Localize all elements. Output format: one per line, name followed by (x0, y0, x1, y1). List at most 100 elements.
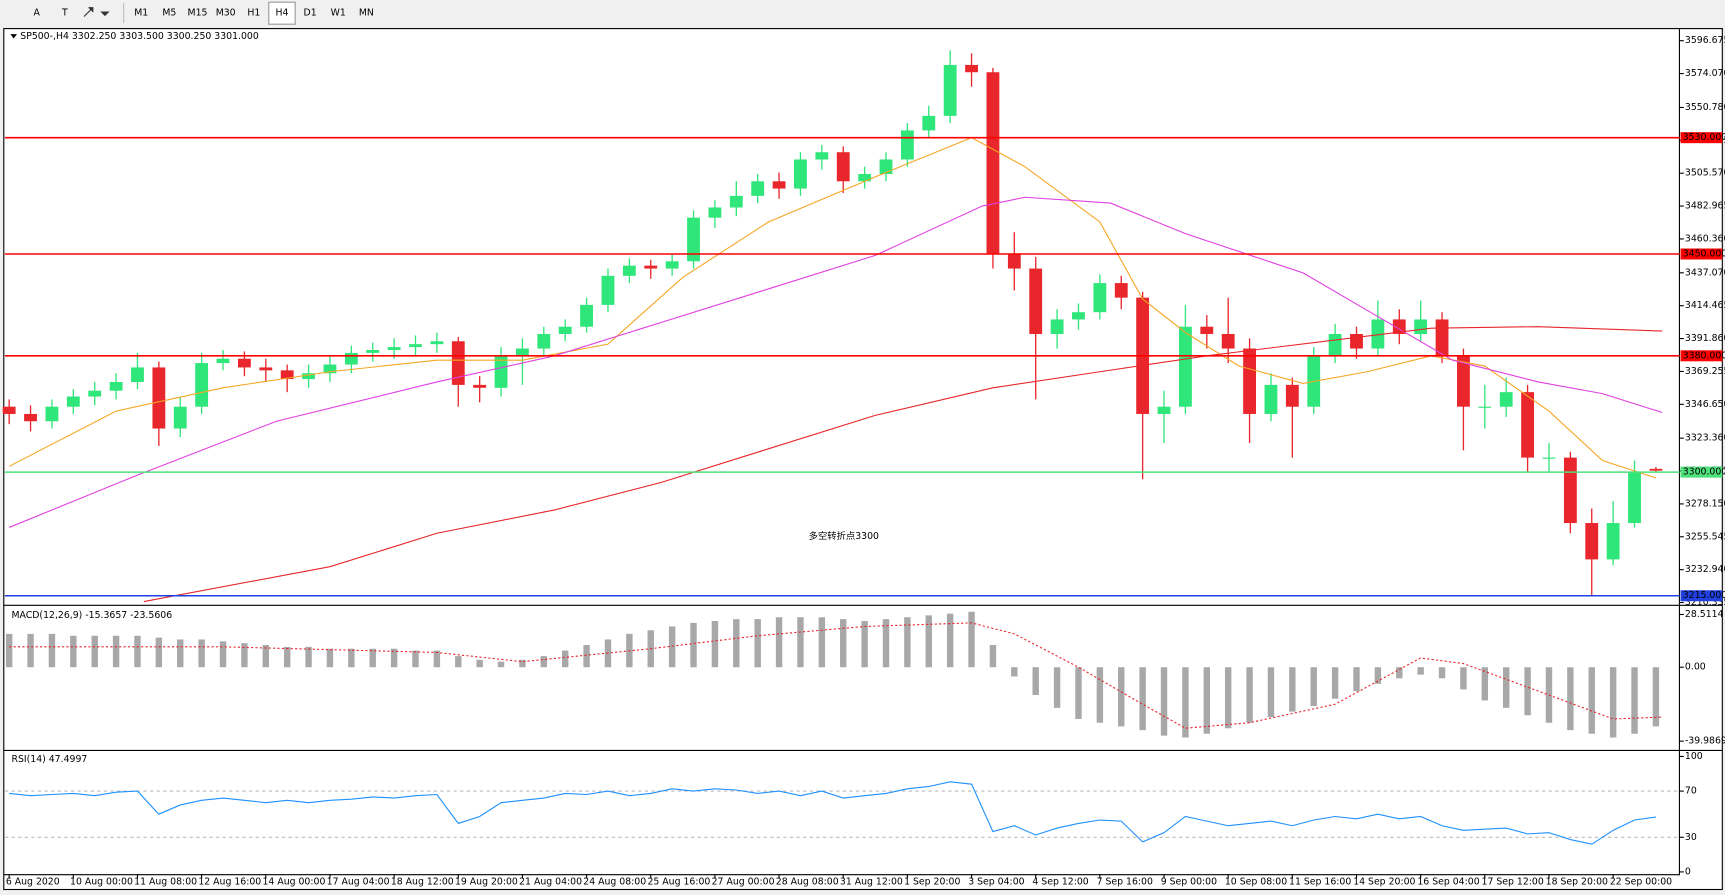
candle-body (88, 390, 102, 397)
y-tick-label: -39.9869 (1685, 736, 1725, 747)
candle-body (858, 174, 872, 182)
x-tick-label: 21 Aug 04:00 (519, 876, 582, 887)
timeframe-button[interactable]: W1 (331, 8, 346, 19)
x-tick-label: 12 Aug 16:00 (198, 876, 261, 887)
candle-body (687, 217, 700, 262)
macd-title: MACD(12,26,9) -15.3657 -23.5606 (11, 610, 172, 621)
candle-body (1457, 355, 1470, 407)
moving-average (8, 196, 1663, 528)
candle-body (965, 64, 978, 73)
moving-average (8, 137, 1657, 479)
x-tick-label: 18 Sep 20:00 (1546, 876, 1608, 887)
y-tick-label: 3550.780 (1685, 102, 1725, 113)
rsi-line (9, 781, 1656, 845)
candle-body (173, 406, 187, 429)
level-label: 3215.000 (1683, 590, 1725, 601)
level-label-box (1680, 466, 1723, 478)
candle-body (794, 159, 807, 189)
x-tick-label: 24 Aug 08:00 (583, 876, 646, 887)
y-tick-label: 30 (1685, 832, 1697, 843)
candle-body (1157, 406, 1171, 414)
timeframe-button[interactable]: D1 (304, 8, 317, 19)
candle-body (922, 115, 936, 131)
level-label: 3450.000 (1683, 249, 1725, 260)
x-tick-label: 31 Aug 12:00 (840, 876, 903, 887)
candle-body (1285, 384, 1299, 407)
candle-body (152, 367, 166, 429)
candle-body (986, 72, 1000, 255)
candle-body (1350, 333, 1363, 349)
candle-body (109, 381, 123, 391)
candle-body (1178, 326, 1192, 407)
candle-body (280, 370, 294, 380)
candle-body (772, 181, 786, 189)
y-tick-label: 3369.255 (1685, 366, 1725, 377)
candle-body (1414, 319, 1428, 334)
candle-body (302, 373, 315, 380)
level-label-box (1680, 350, 1723, 362)
candle-body (1093, 283, 1107, 313)
candle-body (323, 364, 337, 374)
x-tick-label: 14 Sep 20:00 (1353, 876, 1415, 887)
candle-body (1371, 319, 1385, 349)
y-tick-label: 3278.150 (1685, 498, 1725, 509)
candle-body (216, 358, 230, 364)
candle-body (1563, 457, 1577, 524)
x-tick-label: 7 Sep 16:00 (1097, 876, 1153, 887)
moving-average (143, 326, 1663, 603)
draw-tool-icon[interactable] (83, 7, 110, 17)
timeframe-button[interactable]: M1 (134, 8, 148, 19)
candle-body (900, 130, 914, 160)
candle-body (195, 363, 209, 407)
timeframe-button[interactable]: M15 (188, 8, 208, 19)
x-tick-label: 16 Sep 04:00 (1417, 876, 1479, 887)
level-label-box (1680, 132, 1723, 144)
active-timeframe (268, 1, 296, 25)
candle-body (644, 265, 658, 269)
candle-body (836, 152, 850, 182)
candle-body (430, 341, 444, 345)
candle-body (1435, 319, 1449, 356)
x-tick-label: 17 Aug 04:00 (327, 876, 390, 887)
candle-body (1499, 392, 1513, 407)
timeframe-button[interactable]: M30 (216, 8, 236, 19)
timeframe-button[interactable]: M5 (162, 8, 176, 19)
candle-body (1114, 283, 1128, 298)
candle-body (601, 275, 615, 305)
annotation: 多空转折点3300 (809, 530, 879, 542)
y-tick-label: 3210.335 (1685, 597, 1725, 608)
candle-body (537, 333, 551, 349)
candle-body (1007, 254, 1021, 269)
tool-button[interactable]: T (61, 8, 68, 19)
candle-body (558, 326, 572, 334)
level-label: 3300.000 (1683, 467, 1725, 478)
candle-body (45, 406, 59, 422)
timeframe-button[interactable]: MN (359, 8, 374, 19)
candle-body (24, 413, 37, 422)
candle-body (1221, 333, 1235, 349)
level-label: 3530.000 (1683, 132, 1725, 143)
candle-body (1521, 392, 1535, 458)
timeframe-button[interactable]: H1 (247, 8, 260, 19)
candle-body (943, 64, 957, 116)
x-tick-label: 22 Sep 00:00 (1610, 876, 1672, 887)
y-tick-label: 100 (1685, 751, 1703, 762)
level-label: 3380.000 (1683, 350, 1725, 361)
y-tick-label: 3232.940 (1685, 564, 1725, 575)
timeframe-button[interactable]: H4 (275, 8, 288, 19)
x-tick-label: 18 Aug 12:00 (391, 876, 454, 887)
candle-body (1649, 468, 1663, 471)
tool-button[interactable]: A (33, 8, 40, 19)
x-tick-label: 6 Aug 2020 (6, 876, 60, 887)
candle-body (2, 406, 16, 414)
collapse-icon[interactable] (10, 34, 17, 39)
candle-body (879, 159, 893, 175)
candle-body (344, 352, 358, 365)
candle-body (1628, 472, 1641, 524)
x-tick-label: 14 Aug 00:00 (262, 876, 325, 887)
y-tick-label: 3391.860 (1685, 333, 1725, 344)
y-tick-label: 3574.070 (1685, 68, 1725, 79)
y-tick-label: 3505.570 (1685, 168, 1725, 179)
x-tick-label: 11 Aug 08:00 (134, 876, 197, 887)
